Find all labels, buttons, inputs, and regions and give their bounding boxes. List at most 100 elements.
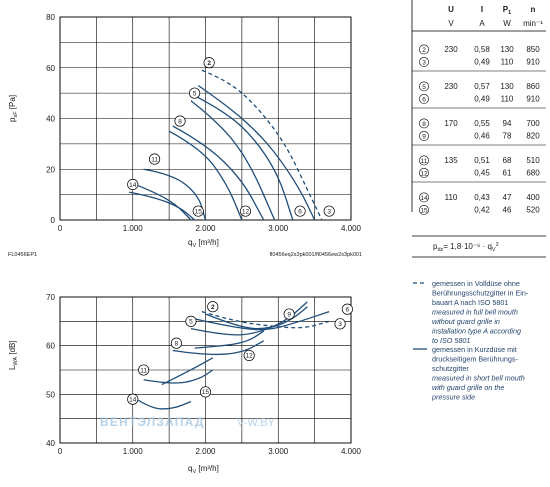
pressure-curve-3 (197, 84, 316, 221)
marker-number: 14 (129, 397, 137, 404)
legend-text-line: schutzgitter (432, 364, 469, 373)
table-cell: 910 (526, 58, 540, 67)
table-cell: 110 (501, 58, 514, 67)
table-cell: 130 (500, 82, 514, 91)
table-unit-cell: min⁻¹ (523, 19, 543, 28)
marker-number: 11 (140, 367, 147, 374)
pressure-curve-5 (194, 95, 294, 221)
table-header: UV IA P1 Wn min⁻¹ (448, 5, 543, 28)
pressure-x-tick: 3.000 (268, 224, 289, 233)
row-marker-number: 15 (420, 208, 428, 215)
table-unit-cell: W (503, 19, 511, 28)
marker-number: 6 (346, 306, 350, 313)
sound-y-tick: 50 (46, 390, 55, 399)
table-header-cell: n (531, 5, 536, 14)
sound-chart-grid (59, 296, 352, 444)
marker-number: 12 (242, 208, 250, 215)
marker-circle (207, 301, 219, 313)
table-cell: 68 (503, 156, 512, 165)
marker-number: 6 (298, 208, 302, 215)
sound-marker-12: 12 (243, 349, 255, 361)
sound-curve-8 (172, 340, 265, 356)
table-cell: 0,58 (474, 45, 490, 54)
pressure-x-tick: 1.000 (123, 224, 144, 233)
table-cell: 61 (503, 169, 512, 178)
sound-marker-9: 9 (283, 308, 295, 320)
marker-circle (294, 205, 306, 217)
sound-curve-12 (194, 330, 265, 349)
pressure-marker-14: 14 (127, 178, 139, 191)
table-row: 8 170 0,55 94 700 (419, 118, 540, 129)
table-cell: 700 (526, 119, 540, 128)
chart-code-right: fl0456eq2s3pk001/fl0456ew2s3pk001 (270, 252, 362, 258)
legend-text-line: druckseitigem Berührungs- (432, 355, 518, 364)
table-header-cell: P1 (503, 5, 511, 16)
marker-number: 8 (175, 341, 179, 348)
sound-chart-y-ticks: 40 50 60 70 (46, 293, 55, 448)
pressure-chart-grid (59, 16, 352, 221)
row-marker-circle (419, 204, 429, 215)
pressure-y-tick: 60 (46, 64, 55, 73)
marker-number: 15 (195, 208, 203, 215)
table-cell: 110 (445, 193, 458, 202)
marker-circle (323, 205, 335, 217)
row-marker-number: 8 (422, 121, 426, 128)
watermark-left: ВЕНТЭЛЗАПАД (100, 415, 205, 429)
sound-chart-curves (132, 301, 330, 410)
legend-text-line: measured in short bell mouth (432, 374, 525, 383)
marker-number: 5 (189, 319, 193, 326)
legend-text-line: pressure side (431, 393, 475, 402)
table-row: 14 110 0,43 47 400 (419, 192, 540, 203)
table-cell: 680 (526, 169, 540, 178)
row-marker-circle (419, 167, 429, 178)
table-cell: 0,42 (474, 206, 490, 215)
marker-circle (239, 205, 252, 217)
marker-number: 3 (338, 321, 342, 328)
table-row: 15 0,42 46 520 (419, 204, 540, 215)
sound-y-axis-label: LWA [dB] (8, 340, 19, 370)
pressure-curve-15 (128, 191, 196, 221)
pressure-marker-5: 5 (189, 87, 201, 99)
marker-circle (174, 115, 186, 127)
row-marker-circle (419, 94, 429, 104)
table-cell: 860 (526, 82, 540, 91)
table-cell: 0,51 (474, 156, 490, 165)
table-cell: 0,49 (474, 58, 490, 67)
legend-text-line: to ISO 5801 (432, 336, 470, 345)
table-unit-cell: A (479, 19, 485, 28)
table-cell: 46 (503, 206, 512, 215)
marker-circle (189, 87, 201, 99)
sound-curve-15 (161, 357, 214, 386)
pressure-marker-11: 11 (149, 153, 161, 165)
row-marker-circle (419, 118, 429, 129)
table-row: 5 230 0,57 130 860 (419, 81, 540, 92)
table-body: 2 230 0,58 130 850 3 0,49 110 910 5 230 0,57 130 860 6… (412, 44, 546, 215)
table-unit-cell: V (448, 19, 454, 28)
table-cell: 910 (526, 95, 540, 104)
sound-x-tick: 4.000 (341, 447, 362, 456)
marker-circle (127, 393, 139, 405)
legend-text-line: Berührungsschutzgitter in Ein- (432, 289, 529, 298)
sound-chart-markers: 2 5 9 6 3 8 12 11 15 14 (127, 301, 353, 405)
pressure-curve-11 (143, 168, 207, 221)
row-marker-number: 5 (422, 84, 426, 91)
legend-text-line: installation type A according (432, 327, 521, 336)
pressure-x-axis-label: qV [m³/h] (188, 238, 219, 249)
sound-marker-5: 5 (185, 315, 197, 327)
table-header-cell: U (448, 5, 454, 14)
legend-text-line: measured in full bell mouth (432, 308, 518, 317)
table-cell: 170 (444, 119, 458, 128)
row-marker-number: 12 (420, 171, 428, 178)
pressure-x-tick: 2.000 (195, 224, 216, 233)
table-row: 9 0,46 78 820 (419, 130, 540, 141)
legend-text-line: gemessen in Volldüse ohne (432, 279, 520, 288)
pressure-marker-8: 8 (174, 115, 186, 127)
sound-y-tick: 70 (46, 293, 55, 302)
table-cell: 400 (526, 193, 540, 202)
pressure-y-axis-label: psF [Pa] (8, 95, 19, 122)
row-marker-circle (419, 155, 429, 166)
marker-number: 14 (129, 182, 137, 189)
pressure-curve-6 (190, 100, 276, 221)
table-cell: 94 (503, 119, 512, 128)
table-cell: 850 (526, 45, 540, 54)
